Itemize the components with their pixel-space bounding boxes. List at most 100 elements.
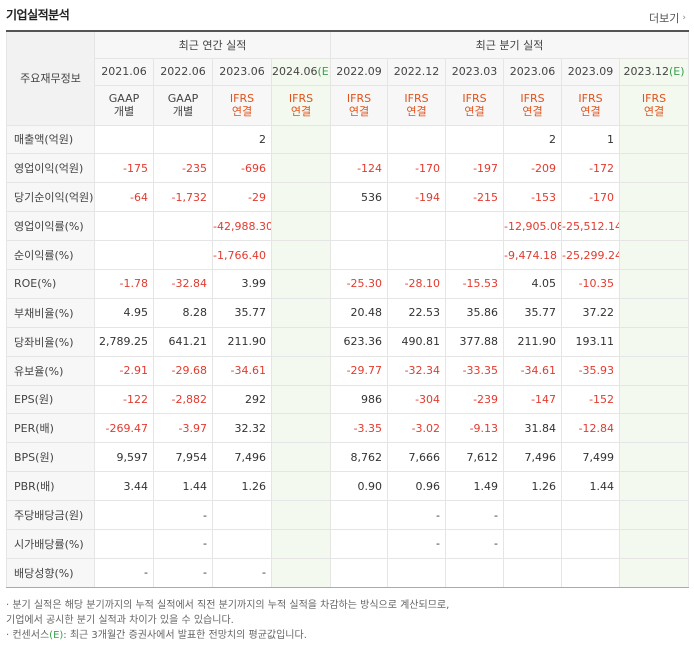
table-cell — [619, 413, 690, 444]
table-cell — [270, 182, 332, 213]
table-cell: -25,512.14 — [561, 211, 621, 242]
table-cell: 623.36 — [330, 326, 389, 357]
period-header: 2023.09 — [561, 57, 621, 86]
table-cell — [561, 528, 621, 559]
table-cell: -28.10 — [387, 268, 447, 299]
table-cell: 536 — [330, 182, 389, 213]
table-cell — [270, 355, 332, 386]
table-cell — [212, 528, 272, 559]
period-header: 2022.12 — [387, 57, 447, 86]
table-cell: 7,666 — [387, 442, 447, 473]
table-cell: -239 — [445, 384, 505, 415]
footnotes: · 분기 실적은 해당 분기까지의 누적 실적에서 직전 분기까지의 누적 실적… — [6, 598, 449, 643]
table-cell: -29 — [212, 182, 272, 213]
table-cell: -15.53 — [445, 268, 505, 299]
table-cell — [619, 326, 690, 357]
table-row: 주당배당금(원) - - - — [6, 500, 690, 530]
table-cell — [270, 500, 332, 530]
table-cell: - — [387, 500, 447, 530]
table-row: 당기순이익(억원) -64 -1,732 -29 536 -194 -215 -153 -170 — [6, 182, 690, 213]
table-cell: -12,905.08 — [503, 211, 563, 242]
period-header: 2022.06 — [153, 57, 213, 86]
table-cell — [270, 528, 332, 559]
row-label: EPS(원) — [6, 384, 95, 415]
table-cell: 211.90 — [212, 326, 272, 357]
row-label: 부채비율(%) — [6, 297, 95, 328]
period-header: 2023.03 — [445, 57, 505, 86]
table-cell: 377.88 — [445, 326, 505, 357]
table-cell: 7,499 — [561, 442, 621, 473]
table-cell: 1.44 — [153, 471, 213, 502]
table-row: PBR(배) 3.44 1.44 1.26 0.90 0.96 1.49 1.26 1.44 — [6, 471, 690, 502]
accounting-standard-header: IFRS 연결 — [330, 84, 389, 126]
table-cell: -9.13 — [445, 413, 505, 444]
table-cell: 9,597 — [94, 442, 154, 473]
table-row: EPS(원) -122 -2,882 292 986 -304 -239 -147 -152 — [6, 384, 690, 415]
accounting-standard-header: IFRS 연결 — [270, 84, 332, 126]
table-cell: -2,882 — [153, 384, 213, 415]
table-cell — [270, 240, 332, 270]
table-cell: 3.99 — [212, 268, 272, 299]
table-cell — [387, 240, 447, 270]
period-header: 2021.06 — [94, 57, 154, 86]
table-cell: - — [212, 557, 272, 588]
row-label: 배당성향(%) — [6, 557, 95, 588]
accounting-standard-header: GAAP 개별 — [153, 84, 213, 126]
table-cell — [153, 211, 213, 242]
table-cell: -3.97 — [153, 413, 213, 444]
table-cell — [330, 211, 389, 242]
table-cell: -172 — [561, 153, 621, 184]
table-cell — [445, 240, 505, 270]
table-cell: 193.11 — [561, 326, 621, 357]
row-label: 영업이익(억원) — [6, 153, 95, 184]
table-cell: 2 — [503, 124, 563, 155]
table-row: 배당성향(%) - - - — [6, 557, 690, 588]
period-header: 2022.09 — [330, 57, 389, 86]
table-cell: -3.35 — [330, 413, 389, 444]
table-cell: -29.68 — [153, 355, 213, 386]
table-cell: 2,789.25 — [94, 326, 154, 357]
table-cell: - — [445, 528, 505, 559]
table-cell — [445, 124, 505, 155]
table-cell: 7,954 — [153, 442, 213, 473]
row-label: 순이익률(%) — [6, 240, 95, 270]
table-cell: -175 — [94, 153, 154, 184]
table-cell — [330, 500, 389, 530]
table-cell — [270, 153, 332, 184]
table-row: 시가배당률(%) - - - — [6, 528, 690, 559]
table-cell — [94, 240, 154, 270]
table-cell: 32.32 — [212, 413, 272, 444]
table-cell — [619, 557, 690, 588]
table-cell: 7,496 — [212, 442, 272, 473]
table-cell — [619, 268, 690, 299]
table-cell: - — [153, 557, 213, 588]
table-row: 부채비율(%) 4.95 8.28 35.77 20.48 22.53 35.86 35.77… — [6, 297, 690, 328]
estimate-mark: (E) — [317, 65, 330, 78]
table-cell: 8.28 — [153, 297, 213, 328]
row-label: BPS(원) — [6, 442, 95, 473]
table-cell: 986 — [330, 384, 389, 415]
table-cell: -29.77 — [330, 355, 389, 386]
table-cell: -209 — [503, 153, 563, 184]
accounting-standard-header: GAAP 개별 — [94, 84, 154, 126]
more-link[interactable]: 더보기 › — [649, 10, 686, 26]
table-cell: 7,612 — [445, 442, 505, 473]
row-label: 당좌비율(%) — [6, 326, 95, 357]
table-cell: -9,474.18 — [503, 240, 563, 270]
table-cell: -197 — [445, 153, 505, 184]
table-cell: 292 — [212, 384, 272, 415]
table-cell — [619, 182, 690, 213]
table-cell — [94, 528, 154, 559]
row-label: 주당배당금(원) — [6, 500, 95, 530]
table-cell — [270, 442, 332, 473]
row-label: 시가배당률(%) — [6, 528, 95, 559]
table-cell: 35.86 — [445, 297, 505, 328]
note-line-3: · 컨센서스(E): 최근 3개월간 증권사에서 발표한 전망치의 평균값입니다… — [6, 630, 307, 641]
table-cell: 35.77 — [503, 297, 563, 328]
table-cell — [503, 500, 563, 530]
table-cell: -64 — [94, 182, 154, 213]
table-cell — [619, 153, 690, 184]
table-cell: -170 — [387, 153, 447, 184]
table-cell: 3.44 — [94, 471, 154, 502]
row-label: 당기순이익(억원) — [6, 182, 95, 213]
